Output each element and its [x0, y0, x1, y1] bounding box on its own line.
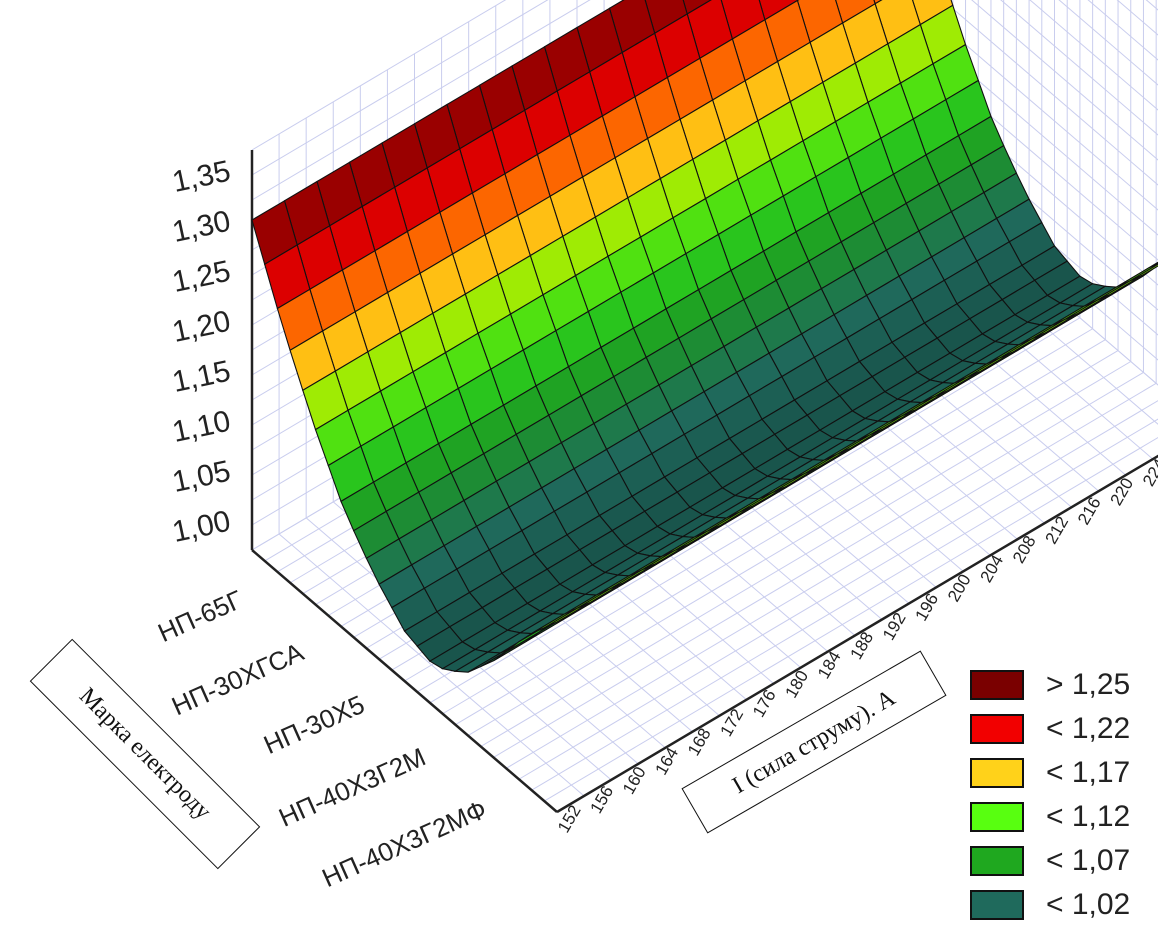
current-tick-label: 220	[1107, 475, 1138, 509]
brand-tick-label: НП-40Х3Г2МФ	[317, 794, 490, 893]
z-tick-label: 1,35	[169, 155, 233, 199]
legend-item: < 1,02	[968, 888, 1158, 928]
legend-label: < 1,02	[1046, 888, 1130, 922]
current-tick-label: 164	[652, 744, 683, 778]
current-tick-label: 204	[977, 552, 1008, 586]
current-tick-label: 172	[717, 706, 748, 740]
legend-swatch	[970, 846, 1024, 876]
current-tick-label: 180	[782, 667, 813, 701]
current-tick-label: 188	[847, 629, 878, 663]
brand-tick-label: НП-65Г	[153, 584, 247, 648]
legend-swatch	[970, 758, 1024, 788]
legend-item: < 1,22	[968, 712, 1158, 752]
z-tick-label: 1,30	[169, 205, 233, 249]
current-tick-label: 176	[749, 686, 780, 720]
current-tick-label: 184	[814, 648, 845, 682]
current-tick-label: 192	[879, 609, 910, 643]
legend-item: > 1,25	[968, 668, 1158, 708]
current-tick-label: 160	[619, 763, 650, 797]
z-tick-label: 1,00	[169, 505, 233, 549]
brand-tick-label: НП-30Х5	[259, 689, 369, 760]
z-tick-label: 1,15	[169, 355, 233, 399]
brand-tick-label: НП-40Х3Г2М	[274, 741, 430, 832]
current-tick-label: 168	[684, 725, 715, 759]
z-tick-label: 1,05	[169, 455, 233, 499]
z-tick-label: 1,25	[169, 255, 233, 299]
current-tick-label: 196	[912, 590, 943, 624]
current-tick-label: 216	[1074, 494, 1105, 528]
z-axis-ticks: 1,00 1,05 1,10 1,15 1,20 1,25 1,30 1,35	[169, 155, 233, 549]
legend-item: < 1,17	[968, 756, 1158, 796]
legend-swatch	[970, 890, 1024, 920]
legend-label: < 1,07	[1046, 844, 1130, 878]
current-tick-label: 156	[587, 783, 618, 817]
legend-label: < 1,22	[1046, 712, 1130, 746]
legend-label: < 1,12	[1046, 800, 1130, 834]
z-tick-label: 1,20	[169, 305, 233, 349]
legend-swatch	[970, 670, 1024, 700]
legend-label: > 1,25	[1046, 668, 1130, 702]
current-tick-label: 200	[944, 571, 975, 605]
current-tick-label: 208	[1009, 532, 1040, 566]
legend-item: < 1,12	[968, 800, 1158, 840]
current-tick-label: 212	[1042, 513, 1073, 547]
current-tick-label: 152	[554, 802, 585, 836]
legend-swatch	[970, 714, 1024, 744]
legend-swatch	[970, 802, 1024, 832]
legend-item: < 1,07	[968, 844, 1158, 884]
legend-label: < 1,17	[1046, 756, 1130, 790]
brand-tick-label: НП-30ХГСА	[167, 636, 308, 721]
z-tick-label: 1,10	[169, 405, 233, 449]
